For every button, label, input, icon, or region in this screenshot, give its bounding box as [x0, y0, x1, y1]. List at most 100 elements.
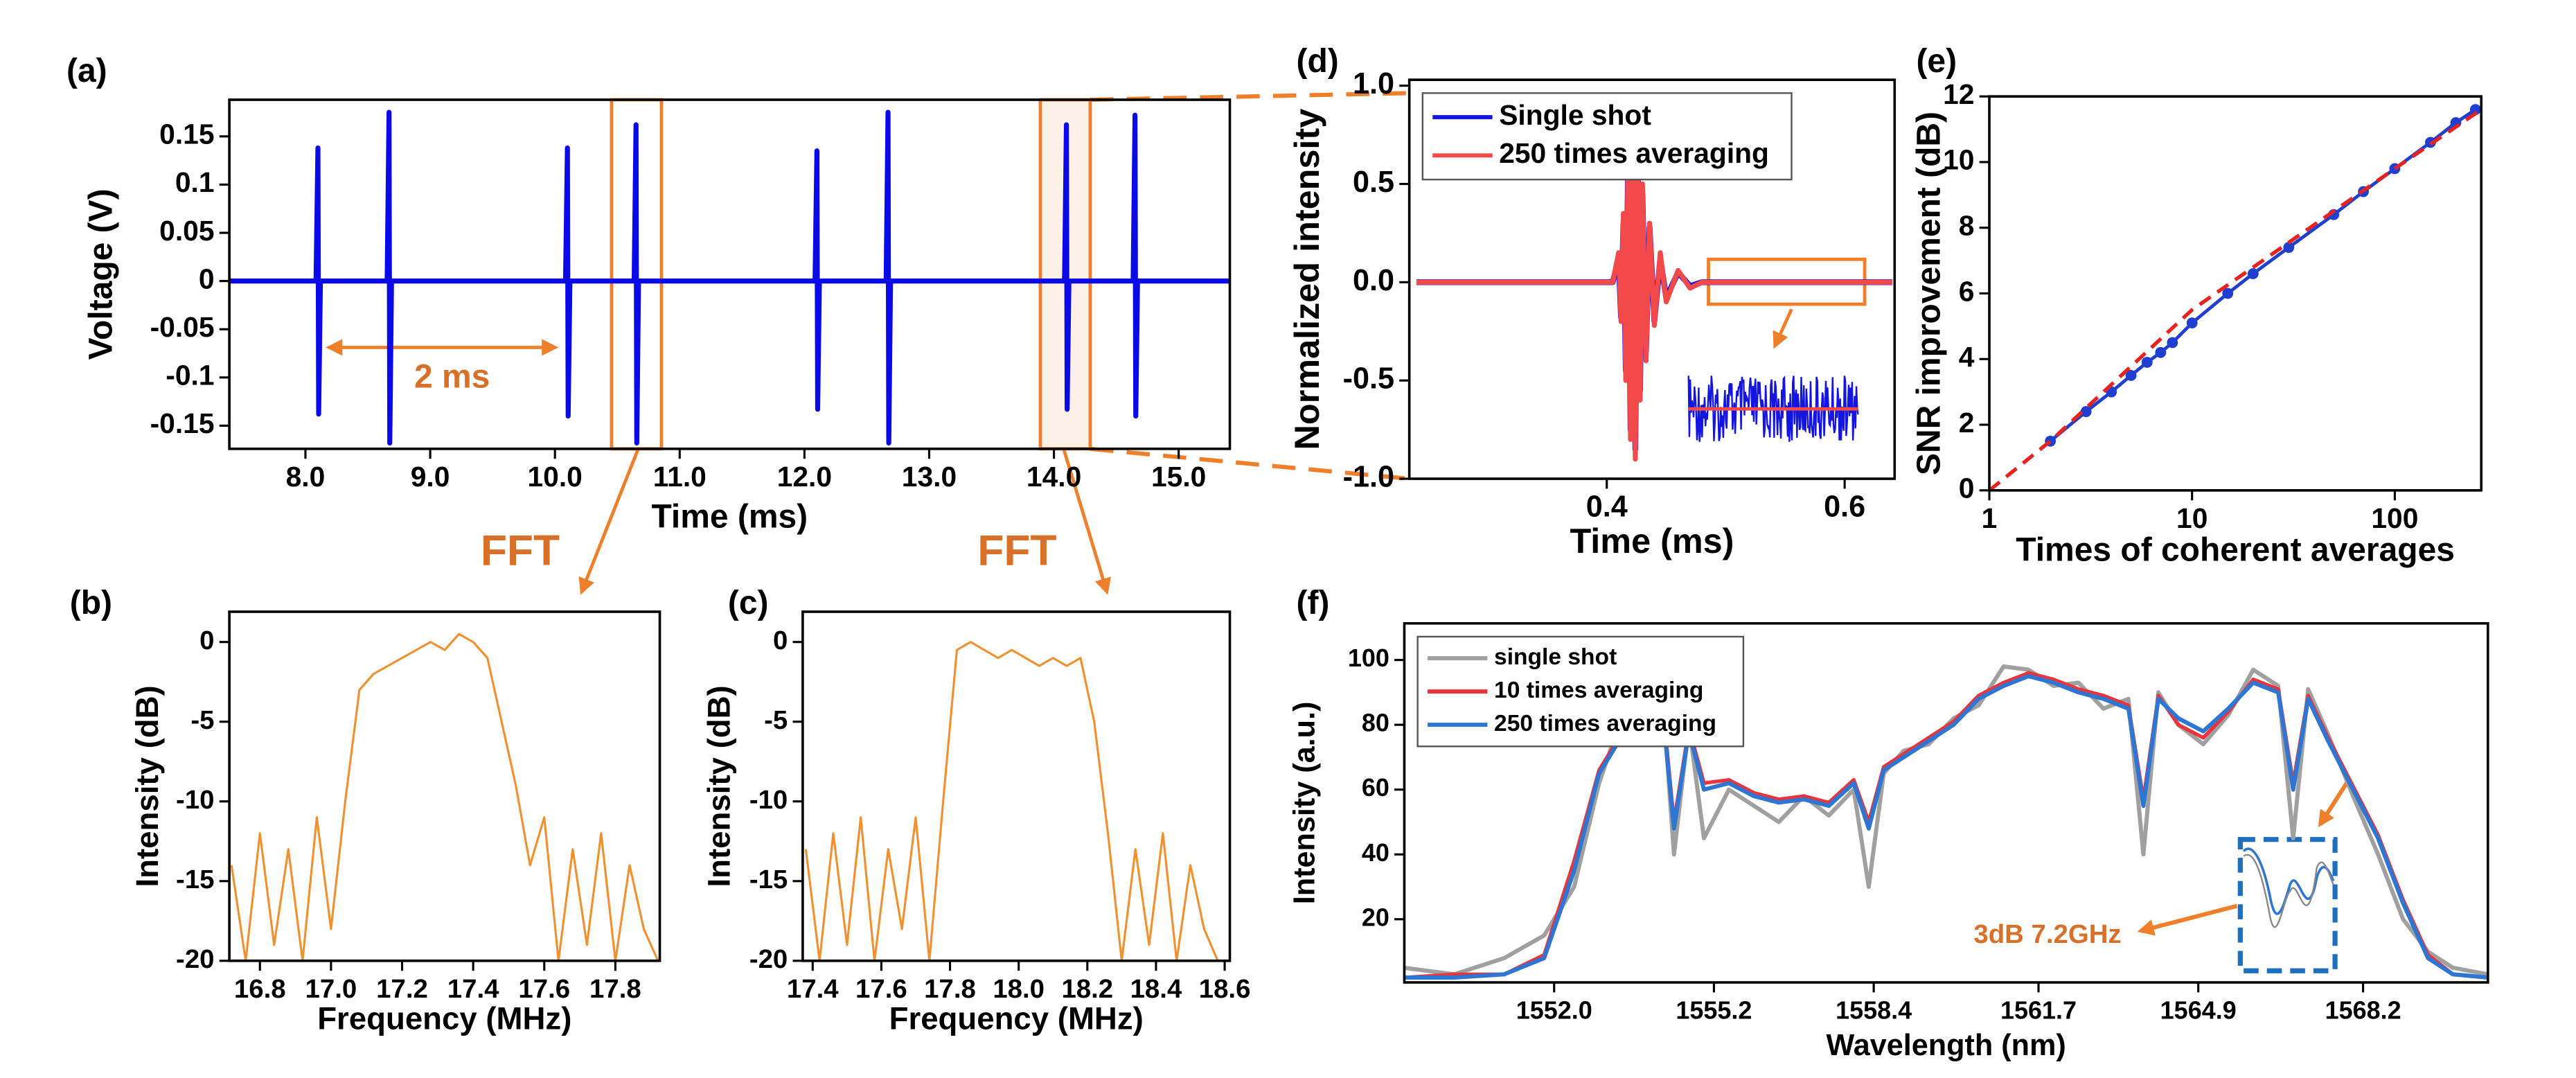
zoom-line	[1090, 446, 1410, 481]
y-tick-label: -20	[176, 944, 214, 974]
panel-label: (a)	[66, 53, 107, 89]
x-tick-label: 18.2	[1061, 974, 1113, 1004]
y-tick-label: 6	[1959, 275, 1975, 307]
x-tick-label: 1552.0	[1516, 996, 1592, 1025]
y-axis-label: Voltage (V)	[82, 188, 119, 360]
x-tick-label: 10	[2176, 502, 2208, 534]
x-tick-label: 0.6	[1824, 491, 1865, 524]
marker	[2247, 268, 2259, 279]
marker	[2141, 357, 2153, 368]
y-tick-label: 0	[199, 263, 215, 294]
inset-trace	[2242, 847, 2335, 915]
y-tick-label: -0.15	[150, 407, 215, 439]
y-tick-label: 0	[1959, 472, 1975, 504]
plot-frame	[228, 610, 661, 962]
annotation: FFT	[977, 527, 1056, 574]
x-tick-label: 18.6	[1199, 974, 1251, 1004]
plot-frame	[1407, 78, 1897, 480]
y-tick-label: 0.5	[1353, 166, 1394, 199]
panel: 20 40 60 80 100 1552.0 1555.2 1558.4 1561.7 1564.…	[1288, 585, 2489, 1062]
y-tick-label: 8	[1959, 209, 1975, 241]
x-tick-label: 1	[1982, 502, 1998, 534]
plot-frame	[801, 610, 1232, 962]
marker	[2155, 346, 2167, 358]
y-tick-label: -10	[749, 785, 788, 815]
legend-label: single shot	[1494, 644, 1617, 670]
y-tick-label: 0	[199, 626, 214, 655]
y-tick-label: 0.15	[159, 118, 214, 150]
y-tick-label: 100	[1348, 644, 1389, 672]
panel-label: (b)	[70, 585, 112, 621]
y-tick-label: -15	[749, 865, 788, 894]
panel: 0.15 0.1 0.05 0 -0.05 -0.1 -0.15 8.0 9.0 10.0 11.0…	[66, 53, 1232, 535]
x-tick-label: 17.4	[787, 974, 839, 1004]
annotation: 2 ms	[414, 359, 490, 396]
inset-box	[2237, 837, 2338, 973]
panel-label: (d)	[1296, 43, 1338, 80]
inset-arrow	[2318, 777, 2352, 828]
series-line	[804, 641, 1219, 961]
y-tick-label: 0	[773, 626, 788, 655]
x-tick-label: 15.0	[1151, 461, 1206, 493]
x-tick-label: 17.8	[924, 974, 976, 1004]
legend-box	[1421, 92, 1793, 181]
series-line	[229, 109, 1230, 446]
x-tick-label: 17.8	[589, 974, 641, 1004]
y-tick-label: -0.5	[1343, 362, 1394, 396]
y-tick-label: -5	[764, 705, 788, 735]
series-line	[1989, 107, 2482, 491]
x-axis-label: Time (ms)	[651, 498, 808, 535]
x-axis-label: Wavelength (nm)	[1827, 1029, 2066, 1062]
x-tick-label: 100	[2371, 502, 2418, 534]
y-axis-label: Normalized intensity	[1287, 109, 1326, 450]
x-tick-label: 1555.2	[1676, 996, 1752, 1025]
y-tick-label: 40	[1362, 838, 1389, 867]
y-tick-label: -15	[176, 865, 214, 894]
panel: 0 -5 -10 -15 -20 16.8 17.0 17.2 17.4 17.6 17.8 Inte…	[70, 527, 661, 1036]
marker	[2125, 370, 2137, 381]
y-tick-label: 12	[1943, 78, 1974, 110]
fft-arrow	[578, 448, 640, 595]
x-tick-label: 14.0	[1027, 461, 1081, 493]
series-line	[1416, 96, 1892, 462]
plot-frame	[228, 98, 1232, 450]
annotation: FFT	[481, 527, 560, 574]
x-tick-label: 18.4	[1130, 974, 1182, 1004]
y-axis-label: Intensity (dB)	[130, 685, 165, 887]
x-tick-label: 1558.4	[1836, 996, 1912, 1025]
x-tick-label: 13.0	[902, 461, 957, 493]
y-axis-label: SNR improvement (dB)	[1911, 112, 1948, 475]
legend-label: 10 times averaging	[1494, 678, 1703, 703]
x-tick-label: 12.0	[777, 461, 832, 493]
y-axis-label: Intensity (dB)	[701, 685, 736, 887]
marker	[2222, 288, 2234, 299]
legend-label: 250 times averaging	[1499, 137, 1769, 169]
x-tick-label: 0.4	[1586, 491, 1628, 524]
series-line	[230, 633, 659, 961]
x-tick-label: 16.8	[234, 974, 286, 1004]
y-tick-label: 20	[1362, 903, 1389, 931]
x-tick-label: 17.4	[447, 974, 499, 1004]
x-tick-label: 17.6	[518, 974, 570, 1004]
x-axis-label: Frequency (MHz)	[317, 1000, 571, 1036]
x-tick-label: 17.6	[855, 974, 907, 1004]
y-tick-label: -0.1	[166, 360, 214, 391]
panel-label: (c)	[728, 585, 769, 621]
marker	[2186, 317, 2198, 329]
y-tick-label: 4	[1959, 341, 1975, 373]
y-tick-label: -5	[190, 705, 214, 735]
y-tick-label: 2	[1959, 407, 1975, 439]
x-tick-label: 9.0	[411, 461, 450, 493]
y-tick-label: 80	[1362, 709, 1389, 737]
marker	[2469, 104, 2481, 116]
legend-label: 250 times averaging	[1494, 711, 1716, 736]
x-axis-label: Frequency (MHz)	[889, 1000, 1144, 1036]
panel: 0 2 4 6 8 10 12 1 10 100 SNR improvement (dB) Times…	[1911, 43, 2483, 568]
marker	[2167, 337, 2178, 348]
x-tick-label: 1564.9	[2160, 996, 2237, 1025]
inset-trace	[2243, 854, 2334, 928]
x-tick-label: 18.0	[993, 974, 1045, 1004]
y-tick-label: 0.0	[1353, 264, 1394, 297]
x-tick-label: 1568.2	[2325, 996, 2401, 1025]
